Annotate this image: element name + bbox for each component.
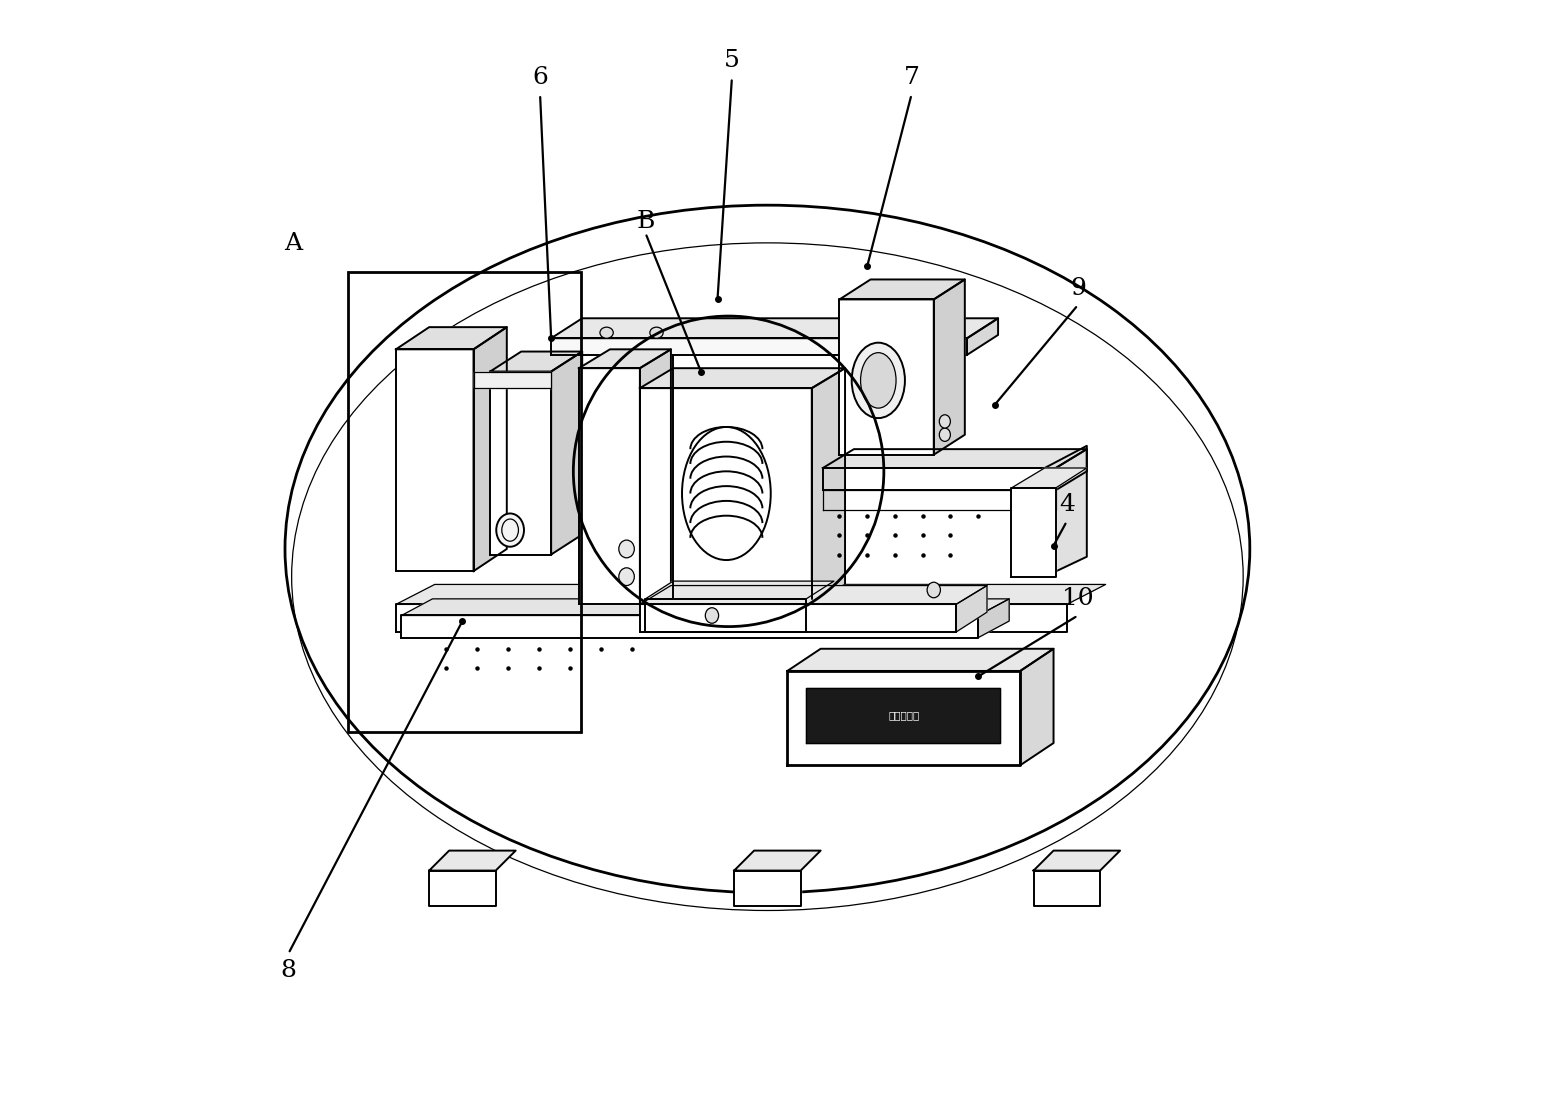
Text: B: B [637, 211, 654, 233]
Polygon shape [822, 490, 1056, 510]
Text: 9: 9 [1070, 277, 1085, 299]
Text: 4: 4 [1059, 494, 1074, 516]
Polygon shape [640, 604, 956, 632]
Polygon shape [430, 871, 495, 906]
Polygon shape [395, 349, 473, 571]
Polygon shape [473, 327, 506, 571]
Ellipse shape [852, 343, 905, 418]
Polygon shape [1012, 468, 1087, 488]
Polygon shape [811, 368, 845, 604]
Ellipse shape [939, 428, 950, 441]
Polygon shape [1012, 488, 1056, 577]
Polygon shape [1045, 446, 1087, 577]
Polygon shape [967, 318, 998, 355]
Text: 10: 10 [1062, 588, 1093, 610]
Polygon shape [735, 871, 800, 906]
Ellipse shape [705, 608, 719, 623]
Polygon shape [646, 581, 835, 599]
Polygon shape [551, 338, 967, 355]
Polygon shape [640, 368, 845, 388]
Polygon shape [1034, 871, 1101, 906]
Polygon shape [646, 599, 807, 632]
Polygon shape [1056, 449, 1087, 490]
Ellipse shape [618, 540, 634, 558]
Polygon shape [807, 688, 1000, 743]
Ellipse shape [861, 353, 897, 408]
Text: A: A [283, 233, 302, 255]
Polygon shape [839, 279, 965, 299]
Polygon shape [473, 372, 551, 388]
Text: 可充电电源: 可充电电源 [887, 710, 920, 721]
Polygon shape [402, 615, 978, 638]
Text: 6: 6 [532, 67, 548, 89]
Polygon shape [735, 851, 821, 871]
Polygon shape [490, 352, 582, 372]
Polygon shape [956, 586, 987, 632]
Ellipse shape [939, 415, 950, 428]
Polygon shape [579, 349, 671, 368]
Polygon shape [579, 368, 640, 604]
Polygon shape [640, 349, 671, 604]
Bar [349, 272, 581, 732]
Polygon shape [395, 604, 1067, 632]
Polygon shape [395, 327, 506, 349]
Polygon shape [551, 352, 582, 554]
Polygon shape [788, 649, 1054, 671]
Polygon shape [839, 299, 934, 455]
Polygon shape [395, 584, 1105, 604]
Text: 8: 8 [280, 959, 296, 981]
Polygon shape [640, 586, 987, 604]
Polygon shape [822, 449, 1087, 468]
Polygon shape [490, 372, 551, 554]
Polygon shape [978, 599, 1009, 638]
Polygon shape [1020, 649, 1054, 765]
Polygon shape [822, 468, 1056, 490]
Ellipse shape [926, 582, 940, 598]
Ellipse shape [649, 327, 663, 338]
Text: 5: 5 [724, 50, 740, 72]
Polygon shape [934, 279, 965, 455]
Ellipse shape [618, 568, 634, 586]
Text: 7: 7 [903, 67, 920, 89]
Polygon shape [551, 318, 998, 338]
Ellipse shape [497, 513, 525, 547]
Polygon shape [788, 671, 1020, 765]
Polygon shape [402, 599, 1009, 615]
Polygon shape [1034, 851, 1119, 871]
Ellipse shape [599, 327, 613, 338]
Polygon shape [640, 388, 811, 604]
Polygon shape [430, 851, 515, 871]
